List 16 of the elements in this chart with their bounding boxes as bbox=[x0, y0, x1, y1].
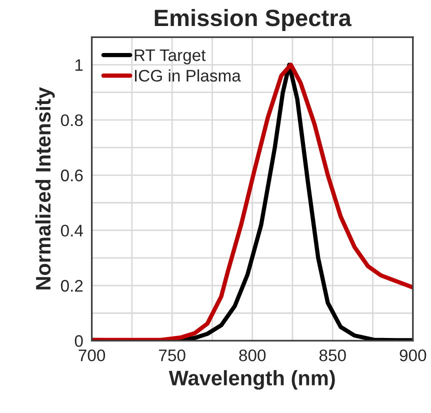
y-axis-title: Normalized Intensity bbox=[35, 87, 55, 290]
y-tick-label: 0.8 bbox=[60, 114, 83, 126]
x-tick-label: 900 bbox=[400, 350, 426, 362]
x-tick-label: 850 bbox=[319, 350, 346, 362]
x-tick-label: 800 bbox=[239, 350, 266, 362]
x-tick-label: 700 bbox=[78, 350, 106, 362]
legend-label: ICG in Plasma bbox=[135, 69, 241, 82]
x-axis-title: Wavelength (nm) bbox=[168, 370, 335, 390]
y-tick-label: 0 bbox=[74, 335, 83, 347]
x-tick-label: 750 bbox=[159, 350, 186, 362]
chart-title: Emission Spectra bbox=[154, 8, 352, 31]
y-tick-label: 0.2 bbox=[60, 280, 83, 292]
y-tick-label: 0.4 bbox=[60, 224, 83, 237]
y-tick-label: 0.6 bbox=[60, 170, 83, 182]
legend-label: RT Target bbox=[134, 49, 206, 64]
y-tick-label: 1 bbox=[75, 59, 83, 71]
